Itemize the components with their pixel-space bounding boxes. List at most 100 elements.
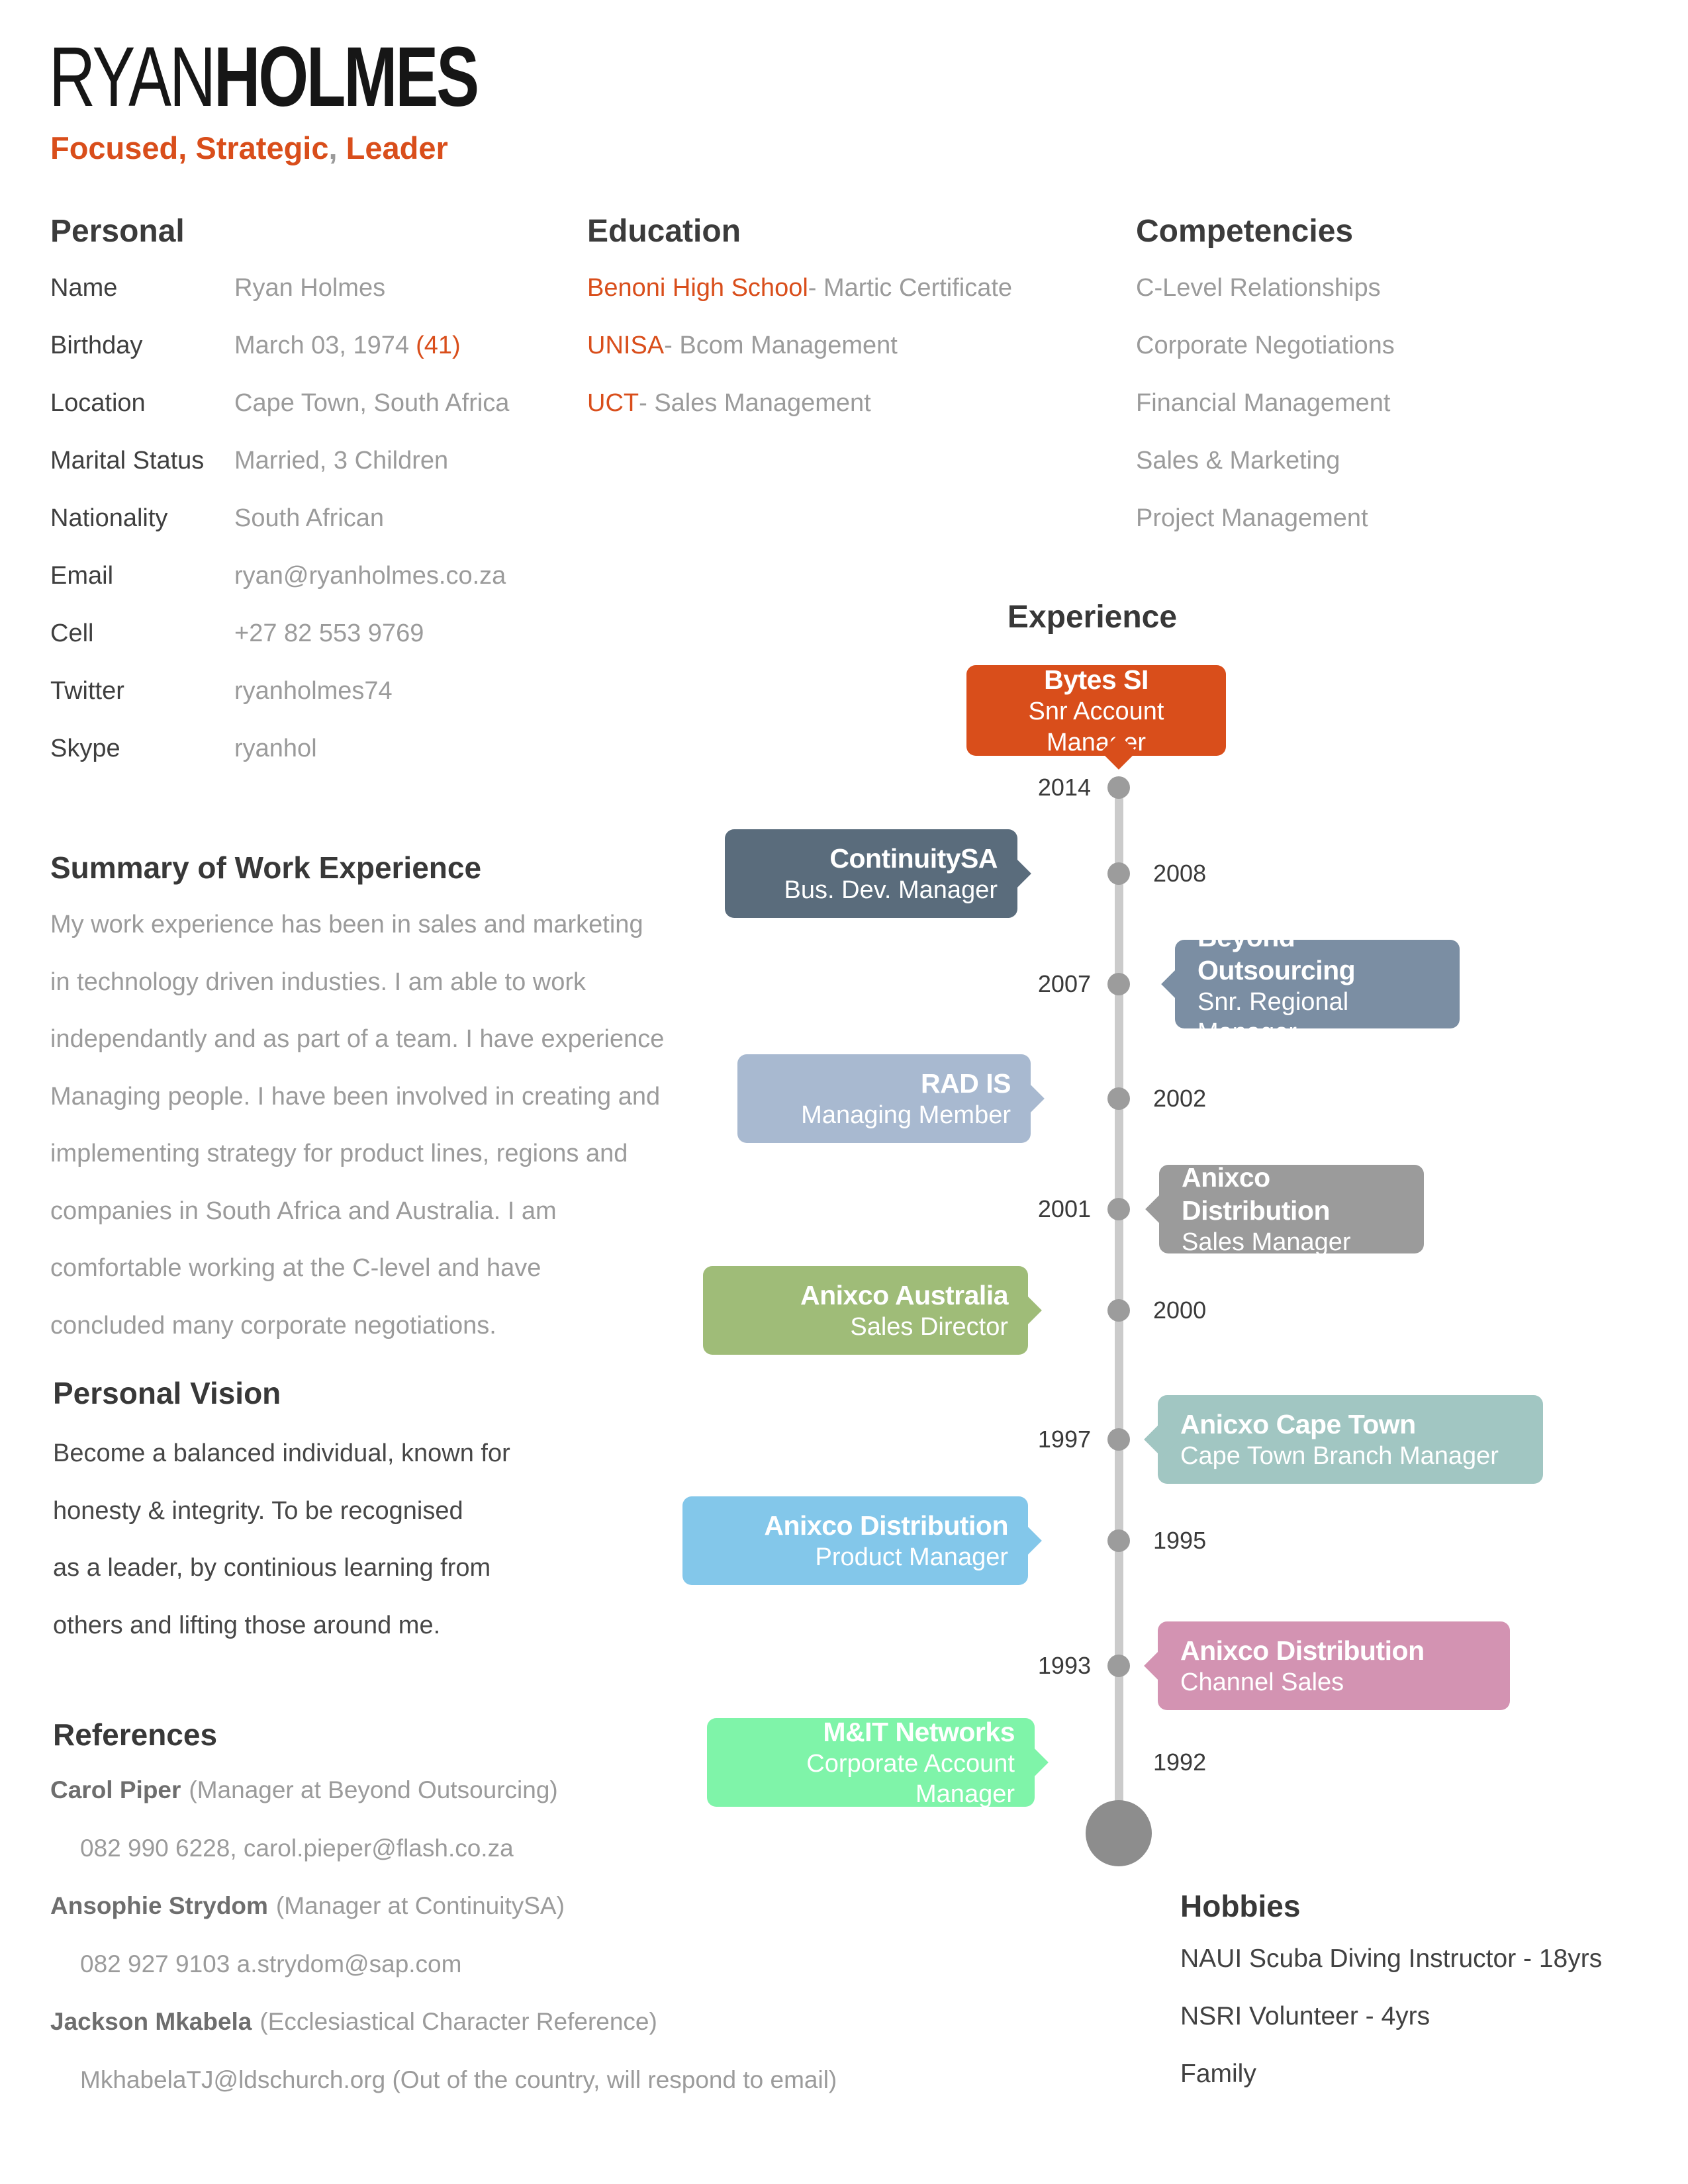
personal-row: Skype ryanhol — [50, 720, 509, 778]
experience-box: Anicxo Cape Town Cape Town Branch Manage… — [1144, 1395, 1543, 1484]
experience-box: Anixco Australia Sales Director — [703, 1266, 1042, 1355]
personal-row: Nationality South African — [50, 490, 509, 547]
competency-item: C-Level Relationships — [1136, 274, 1381, 302]
competency-item: Financial Management — [1136, 389, 1391, 417]
timeline-year-label: 2001 — [1037, 1195, 1091, 1222]
reference-name: Carol Piper — [50, 1776, 181, 1803]
experience-role: Sales Manager — [1182, 1228, 1351, 1256]
competency-item: Project Management — [1136, 504, 1368, 532]
tagline-part2: Leader — [337, 130, 448, 165]
summary-line: independantly and as part of a team. I h… — [50, 1025, 665, 1053]
summary-line: companies in South Africa and Australia.… — [50, 1197, 557, 1225]
experience-company: ContinuitySA — [829, 842, 998, 874]
personal-label: Twitter — [50, 677, 124, 705]
personal-value: ryan@ryanholmes.co.za — [234, 562, 506, 590]
education-section: Benoni High School - Martic Certificate … — [587, 259, 1012, 432]
experience-role: Managing Member — [801, 1101, 1011, 1129]
summary-line: in technology driven industies. I am abl… — [50, 968, 586, 996]
personal-label: Marital Status — [50, 447, 205, 475]
pointer-tail-icon — [1161, 966, 1197, 1002]
education-item: UNISA - Bcom Management — [587, 317, 1012, 375]
personal-value: March 03, 1974 (41) — [234, 332, 461, 359]
summary-line: comfortable working at the C-level and h… — [50, 1254, 541, 1282]
experience-company: Anixco Australia — [800, 1279, 1009, 1310]
personal-value: ryanhol — [234, 735, 317, 762]
reference-role: (Manager at Beyond Outsourcing) — [189, 1776, 558, 1803]
education-detail: - Bcom Management — [664, 332, 898, 359]
summary-line: Managing people. I have been involved in… — [50, 1082, 661, 1111]
education-school: Benoni High School — [587, 274, 808, 302]
personal-row: Name Ryan Holmes — [50, 259, 509, 317]
reference-contact: 082 927 9103 a.strydom@sap.com — [80, 1950, 462, 1978]
timeline-year-label: 2014 — [1037, 774, 1091, 801]
competency-item: Corporate Negotiations — [1136, 332, 1395, 359]
experience-company: Anixco Distribution — [1182, 1161, 1331, 1226]
title-last-name: HOLMES — [214, 30, 479, 124]
vision-line: Become a balanced individual, known for — [53, 1439, 510, 1467]
personal-heading: Personal — [50, 214, 185, 249]
experience-box: Beyond Outsourcing Snr. Regional Manager — [1161, 922, 1460, 1046]
education-detail: - Martic Certificate — [808, 274, 1013, 302]
hobby-item: NAUI Scuba Diving Instructor - 18yrs — [1180, 1944, 1603, 1973]
personal-value: ryanholmes74 — [234, 677, 393, 705]
personal-row: Location Cape Town, South Africa — [50, 375, 509, 432]
experience-company: Anixco Distribution — [764, 1510, 1008, 1541]
hobbies-heading: Hobbies — [1180, 1889, 1301, 1923]
experience-company: Bytes SI — [1044, 664, 1149, 696]
pointer-tail-icon — [1144, 1648, 1180, 1684]
title-first-name: RYAN — [49, 30, 216, 124]
experience-box: M&IT Networks Corporate Account Manager — [707, 1717, 1049, 1808]
timeline-dot — [1107, 1655, 1130, 1677]
hobby-item: Family — [1180, 2060, 1256, 2088]
experience-role: Sales Director — [850, 1312, 1008, 1341]
personal-value: +27 82 553 9769 — [234, 619, 424, 647]
personal-row: Email ryan@ryanholmes.co.za — [50, 547, 509, 605]
hobby-item: NSRI Volunteer - 4yrs — [1180, 2002, 1430, 2030]
experience-box: RAD IS Managing Member — [737, 1054, 1045, 1143]
tagline: Focused, Strategic, Leader — [50, 130, 448, 166]
timeline-year-label: 1997 — [1037, 1426, 1091, 1453]
vision-line: honesty & integrity. To be recognised — [53, 1496, 463, 1525]
experience-heading: Experience — [1007, 600, 1178, 635]
experience-company: Beyond Outsourcing — [1197, 921, 1356, 985]
experience-box: Anixco Distribution Product Manager — [682, 1496, 1042, 1585]
vision-line: as a leader, by continious learning from — [53, 1554, 491, 1582]
experience-role: Snr. Regional Manager — [1197, 987, 1349, 1047]
summary-line: implementing strategy for product lines,… — [50, 1140, 628, 1167]
reference-role: (Manager at ContinuitySA) — [275, 1892, 565, 1919]
reference-name-line: Jackson Mkabela (Ecclesiastical Character… — [50, 1993, 837, 2051]
timeline-dot — [1107, 776, 1130, 799]
personal-row: Twitter ryanholmes74 — [50, 662, 509, 720]
timeline-year-label: 2000 — [1153, 1297, 1207, 1324]
timeline-year-label: 2002 — [1153, 1085, 1207, 1112]
timeline-year-label: 2007 — [1037, 970, 1091, 997]
timeline-end-dot — [1086, 1800, 1152, 1866]
experience-box: ContinuitySA Bus. Dev. Manager — [725, 829, 1031, 918]
references-heading: References — [53, 1717, 218, 1752]
experience-company: Anicxo Cape Town — [1180, 1408, 1416, 1439]
timeline-dot — [1107, 973, 1130, 995]
timeline-year-label: 1992 — [1153, 1749, 1207, 1776]
education-heading: Education — [587, 214, 741, 249]
timeline-dot — [1107, 1087, 1130, 1110]
competencies-heading: Competencies — [1136, 214, 1354, 249]
timeline-year-label: 1995 — [1153, 1527, 1207, 1554]
experience-box: Anixco Distribution Channel Sales — [1144, 1621, 1510, 1710]
pointer-tail-icon — [1006, 1523, 1042, 1559]
education-school: UNISA — [587, 332, 665, 359]
education-school: UCT — [587, 389, 639, 417]
vision-text: Become a balanced individual, known for … — [53, 1425, 510, 1654]
personal-label: Skype — [50, 735, 120, 762]
experience-company: Anixco Distribution — [1180, 1635, 1425, 1666]
age-badge: (41) — [416, 332, 461, 359]
personal-value: Cape Town, South Africa — [234, 389, 510, 417]
personal-label: Name — [50, 274, 118, 302]
personal-row: Marital Status Married, 3 Children — [50, 432, 509, 490]
pointer-tail-icon — [1006, 1293, 1042, 1328]
personal-label: Cell — [50, 619, 94, 647]
pointer-tail-icon — [996, 856, 1031, 891]
reference-contact: 082 990 6228, carol.pieper@flash.co.za — [80, 1834, 514, 1862]
timeline-dot — [1107, 1299, 1130, 1322]
personal-value: South African — [234, 504, 385, 532]
